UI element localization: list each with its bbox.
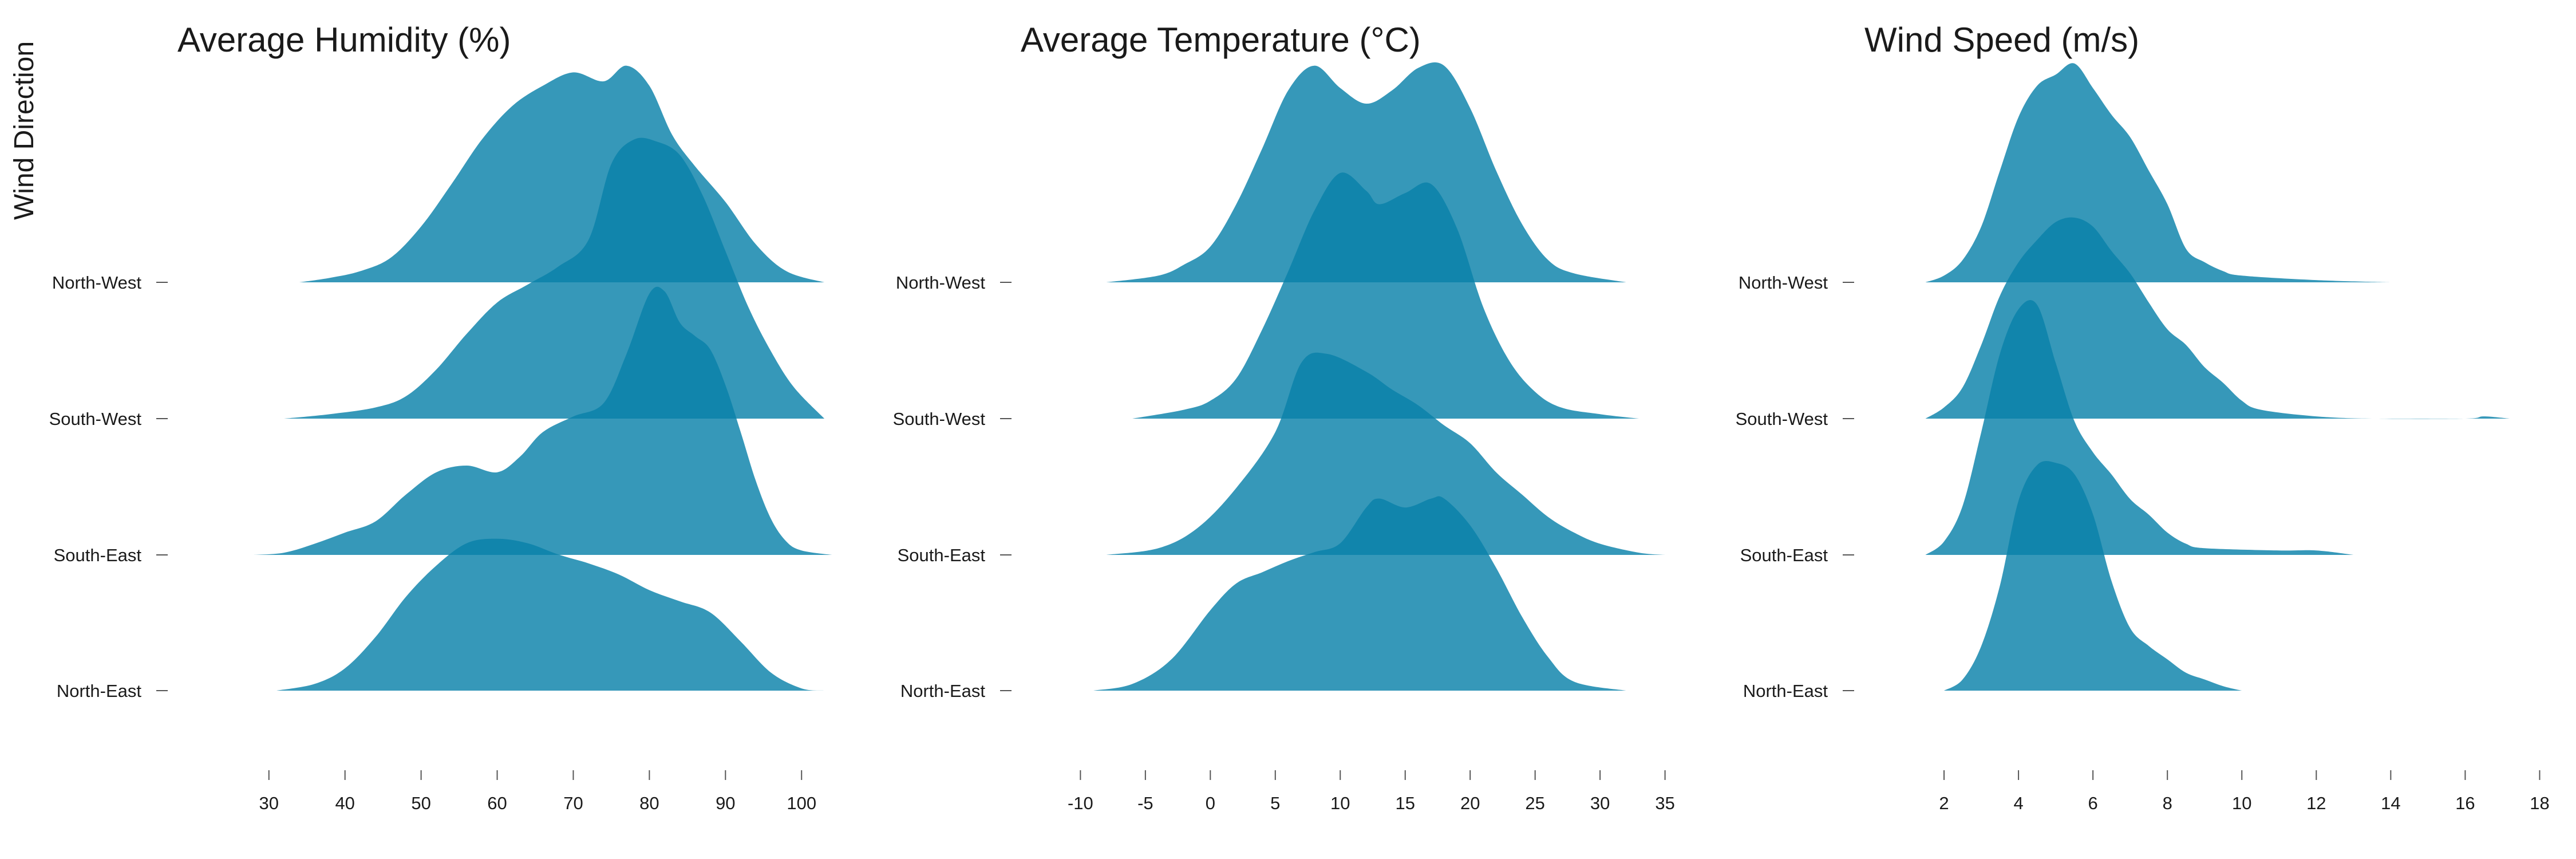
x-tick-label: 8: [2163, 793, 2172, 813]
category-label: North-East: [900, 681, 986, 701]
panel-1: Average Humidity (%) North-West South-West…: [49, 21, 832, 813]
x-tick-label: 15: [1395, 793, 1415, 813]
category-label: South-West: [1736, 409, 1828, 429]
ridge-north-east: [1093, 496, 1626, 691]
ridge-south-west: [1132, 172, 1639, 419]
x-tick-label: 70: [563, 793, 583, 813]
category-label: South-West: [49, 409, 142, 429]
category-label: North-East: [57, 681, 142, 701]
x-tick-label: 80: [639, 793, 659, 813]
x-tick-label: 100: [787, 793, 816, 813]
ridge-south-east: [254, 286, 832, 555]
ridge-south-west: [1925, 217, 2510, 419]
ridge-south-east: [1106, 352, 1665, 555]
x-tick-label: 25: [1525, 793, 1544, 813]
panel-title: Average Temperature (°C): [1021, 21, 1421, 59]
category-label: North-West: [1739, 273, 1828, 293]
category-label: South-East: [898, 545, 986, 565]
ridge-north-east: [276, 538, 825, 691]
category-label: South-East: [54, 545, 142, 565]
ridge-north-west: [1106, 62, 1626, 283]
x-tick-label: 30: [259, 793, 279, 813]
x-tick-label: 16: [2455, 793, 2475, 813]
panel-3: Wind Speed (m/s) North-West South-West Sout…: [1736, 21, 2550, 813]
x-tick-label: 2: [1939, 793, 1949, 813]
x-tick-label: 4: [2013, 793, 2023, 813]
x-tick-label: 60: [487, 793, 507, 813]
x-tick-label: 0: [1206, 793, 1215, 813]
x-tick-label: 10: [2232, 793, 2251, 813]
x-tick-label: 90: [716, 793, 735, 813]
ridge-north-east: [1944, 461, 2242, 691]
x-tick-label: 40: [335, 793, 354, 813]
category-label: South-East: [1740, 545, 1828, 565]
x-tick-label: 6: [2088, 793, 2098, 813]
x-tick-label: 18: [2530, 793, 2549, 813]
category-label: North-West: [52, 273, 142, 293]
y-axis-label: Wind Direction: [9, 41, 39, 220]
x-tick-label: 10: [1330, 793, 1350, 813]
ridge-north-west: [299, 65, 825, 282]
x-tick-label: 30: [1590, 793, 1610, 813]
category-label: South-West: [893, 409, 986, 429]
x-tick-label: -5: [1137, 793, 1153, 813]
x-tick-label: 5: [1270, 793, 1280, 813]
panel-title: Average Humidity (%): [177, 21, 511, 59]
ridge-north-west: [1925, 63, 2391, 283]
x-tick-label: 12: [2306, 793, 2326, 813]
x-tick-label: -10: [1068, 793, 1093, 813]
category-label: North-East: [1743, 681, 1828, 701]
panel-2: Average Temperature (°C) North-West South-…: [893, 21, 1675, 813]
x-tick-label: 50: [411, 793, 430, 813]
x-tick-label: 35: [1655, 793, 1674, 813]
x-tick-label: 14: [2381, 793, 2400, 813]
x-tick-label: 20: [1460, 793, 1480, 813]
category-label: North-West: [896, 273, 986, 293]
panel-title: Wind Speed (m/s): [1864, 21, 2139, 59]
